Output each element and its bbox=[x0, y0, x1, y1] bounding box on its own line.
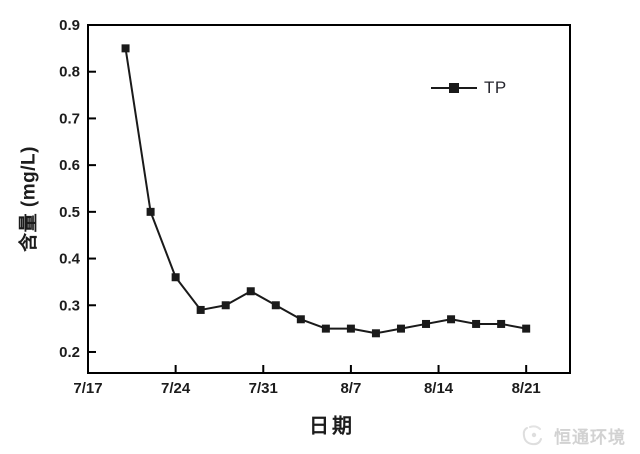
x-tick-label: 8/14 bbox=[424, 380, 454, 397]
watermark: 恒通环境 bbox=[521, 423, 626, 448]
data-point-marker bbox=[296, 315, 305, 324]
data-point-marker bbox=[346, 324, 355, 333]
plot-frame bbox=[87, 24, 571, 374]
data-point-marker bbox=[246, 287, 255, 296]
y-tick-label: 0.2 bbox=[59, 344, 80, 361]
data-point-marker bbox=[221, 301, 230, 310]
data-point-marker bbox=[121, 44, 130, 53]
data-point-marker bbox=[171, 273, 180, 282]
x-tick-label: 7/24 bbox=[161, 380, 191, 397]
x-tick-label: 8/21 bbox=[512, 380, 541, 397]
x-tick-label: 7/17 bbox=[73, 380, 102, 397]
data-point-marker bbox=[146, 207, 155, 216]
y-tick-label: 0.4 bbox=[59, 251, 81, 268]
y-tick-label: 0.9 bbox=[59, 17, 80, 34]
y-tick-label: 0.5 bbox=[59, 204, 80, 221]
data-point-marker bbox=[472, 319, 481, 328]
y-tick-label: 0.3 bbox=[59, 297, 80, 314]
x-axis-title: 日期 bbox=[309, 415, 355, 438]
legend: TP bbox=[430, 78, 507, 98]
x-tick-label: 8/7 bbox=[340, 380, 361, 397]
y-axis-title: 含量 (mg/L) bbox=[18, 146, 40, 252]
data-point-marker bbox=[422, 319, 431, 328]
data-point-marker bbox=[396, 324, 405, 333]
data-point-marker bbox=[371, 329, 380, 338]
data-point-marker bbox=[321, 324, 330, 333]
data-point-marker bbox=[271, 301, 280, 310]
data-point-marker bbox=[497, 319, 506, 328]
data-point-marker bbox=[447, 315, 456, 324]
legend-line-marker-icon bbox=[431, 83, 477, 93]
y-tick-label: 0.8 bbox=[59, 64, 80, 81]
data-point-marker bbox=[522, 324, 531, 333]
data-point-marker bbox=[196, 305, 205, 314]
legend-label-tp: TP bbox=[484, 78, 507, 97]
y-tick-label: 0.7 bbox=[59, 110, 80, 127]
x-tick-label: 7/31 bbox=[249, 380, 278, 397]
watermark-logo-icon bbox=[522, 424, 542, 445]
watermark-text: 恒通环境 bbox=[554, 428, 626, 447]
y-tick-label: 0.6 bbox=[59, 157, 80, 174]
